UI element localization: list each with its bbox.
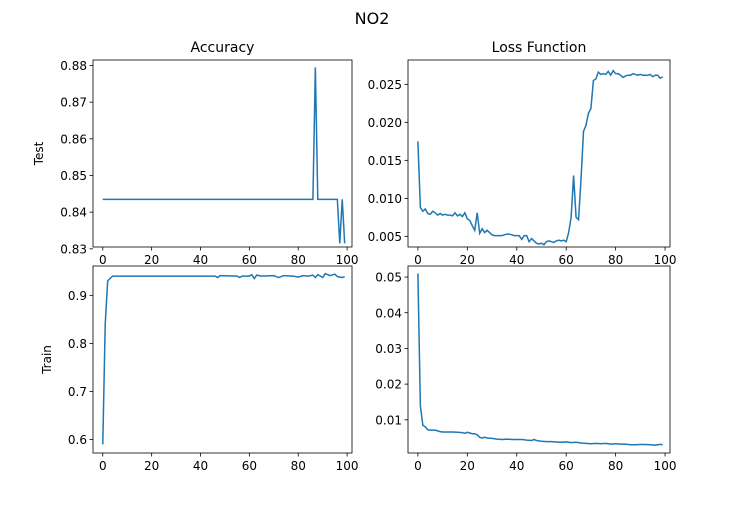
series-line	[417, 69, 663, 246]
plot-frame	[407, 59, 671, 248]
x-tick-label: 60	[242, 459, 257, 473]
plot-frame	[92, 59, 353, 248]
panel-train-loss: 0 20 40 60 80 100 0.01 0.02 0.03 0.04 0.05	[375, 265, 677, 473]
panel-test-loss: 0 20 40 60 80 100 0.005 0.010 0.015 0.020 0.025 Los…	[368, 40, 677, 267]
x-tick-label: 20	[144, 253, 159, 267]
y-tick-label: 0.01	[375, 413, 402, 427]
y-tick-label: 0.6	[68, 433, 87, 447]
x-tick-label: 60	[559, 253, 574, 267]
y-axis-label: Train	[40, 345, 54, 375]
y-tick-label: 0.015	[368, 154, 402, 168]
panel-test-accuracy: 0 20 40 60 80 100 0.83 0.84 0.85 0.86 0.87 0.88 Accu…	[32, 40, 359, 267]
y-tick-label: 0.88	[60, 59, 87, 73]
y-tick-label: 0.87	[60, 96, 87, 110]
x-tick-label: 0	[99, 459, 107, 473]
plot-frame	[407, 265, 671, 454]
series-line	[102, 272, 345, 445]
x-tick-label: 0	[414, 459, 422, 473]
y-tick-label: 0.86	[60, 132, 87, 146]
x-tick-label: 40	[193, 459, 208, 473]
y-tick-label: 0.9	[68, 289, 87, 303]
x-tick-label: 100	[654, 459, 677, 473]
x-tick-label: 100	[336, 459, 359, 473]
series-line	[417, 273, 663, 446]
y-tick-label: 0.02	[375, 378, 402, 392]
panel-title: Loss Function	[492, 40, 587, 56]
x-tick-label: 20	[460, 459, 475, 473]
y-tick-label: 0.010	[368, 192, 402, 206]
y-tick-label: 0.025	[368, 78, 402, 92]
x-tick-label: 100	[654, 253, 677, 267]
x-tick-label: 40	[509, 253, 524, 267]
x-tick-label: 0	[99, 253, 107, 267]
y-tick-label: 0.005	[368, 230, 402, 244]
y-tick-label: 0.85	[60, 169, 87, 183]
x-tick-label: 20	[460, 253, 475, 267]
y-tick-label: 0.03	[375, 342, 402, 356]
x-tick-label: 20	[144, 459, 159, 473]
y-tick-label: 0.020	[368, 116, 402, 130]
y-tick-label: 0.05	[375, 271, 402, 285]
plot-frame	[92, 265, 353, 454]
x-tick-label: 80	[608, 253, 623, 267]
figure-title: NO2	[355, 9, 390, 28]
x-tick-label: 60	[559, 459, 574, 473]
x-tick-label: 40	[509, 459, 524, 473]
y-tick-label: 0.84	[60, 206, 87, 220]
y-tick-label: 0.8	[68, 337, 87, 351]
y-tick-label: 0.7	[68, 385, 87, 399]
x-tick-label: 80	[291, 459, 306, 473]
x-tick-label: 80	[608, 459, 623, 473]
y-tick-label: 0.04	[375, 306, 402, 320]
y-axis-label: Test	[32, 141, 46, 166]
y-tick-label: 0.83	[60, 242, 87, 256]
x-tick-label: 60	[242, 253, 257, 267]
x-tick-label: 0	[414, 253, 422, 267]
series-line	[102, 67, 346, 244]
x-tick-label: 100	[336, 253, 359, 267]
x-tick-label: 40	[193, 253, 208, 267]
panel-train-accuracy: 0 20 40 60 80 100 0.6 0.7 0.8 0.9 Train	[40, 265, 359, 473]
panel-title: Accuracy	[191, 40, 255, 56]
x-tick-label: 80	[291, 253, 306, 267]
